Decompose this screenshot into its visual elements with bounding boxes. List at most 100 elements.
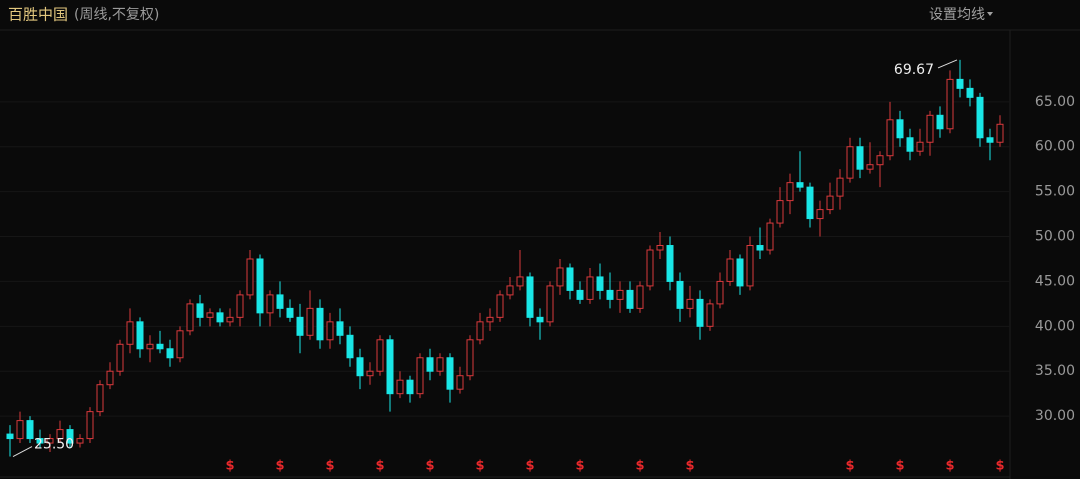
candle-body (386, 339, 394, 395)
candle-body (916, 141, 924, 152)
candle-body (546, 285, 554, 323)
candle-body (526, 276, 534, 318)
candle-body (696, 298, 704, 327)
candle-body (296, 316, 304, 336)
candle-body (346, 334, 354, 359)
ma-settings-button[interactable]: 设置均线 (929, 7, 985, 23)
candle-body (306, 307, 314, 336)
candle-body (576, 289, 584, 300)
candle-body (656, 245, 664, 251)
candle-body (36, 438, 44, 444)
candle-body (476, 321, 484, 341)
candle-body (506, 285, 514, 296)
y-tick-label: 60.00 (1035, 139, 1075, 155)
candle-body (446, 357, 454, 390)
candle-body (496, 294, 504, 318)
candle-body (876, 155, 884, 166)
title: 百胜中国 (8, 6, 68, 24)
candle-body (226, 316, 234, 323)
candle-body (436, 357, 444, 372)
dividend-marker: $ (575, 459, 584, 474)
candle-body (676, 280, 684, 309)
candle-body (96, 384, 104, 413)
candle-body (606, 289, 614, 300)
candle-body (996, 123, 1004, 143)
candle-body (276, 294, 284, 309)
candle-body (116, 343, 124, 372)
dividend-marker: $ (225, 459, 234, 474)
candle-body (376, 339, 384, 372)
candle-body (186, 303, 194, 332)
y-tick-label: 30.00 (1035, 408, 1075, 424)
candle-body (46, 438, 54, 444)
candle-body (626, 289, 634, 309)
annotation-arrow (937, 59, 958, 69)
candle-body (836, 177, 844, 197)
candle-body (786, 182, 794, 202)
candle-body (86, 411, 94, 440)
candle-body (136, 321, 144, 350)
candle-body (986, 137, 994, 143)
candle-body (966, 87, 974, 98)
candle-body (646, 249, 654, 287)
candle-body (536, 316, 544, 323)
candle-body (236, 294, 244, 318)
candle-body (746, 245, 754, 287)
candle-body (856, 146, 864, 170)
y-tick-label: 40.00 (1035, 318, 1075, 334)
y-tick-label: 45.00 (1035, 273, 1075, 289)
annotation-label: 25.50 (34, 437, 74, 453)
candle-body (956, 78, 964, 89)
dividend-marker: $ (525, 459, 534, 474)
candle-body (936, 114, 944, 130)
candle-body (266, 294, 274, 314)
candle-body (976, 96, 984, 139)
candle-body (316, 307, 324, 341)
dividend-marker: $ (685, 459, 694, 474)
dividend-marker: $ (275, 459, 284, 474)
candle-body (366, 370, 374, 377)
candle-body (516, 276, 524, 287)
candle-body (906, 137, 914, 152)
dividend-marker: $ (995, 459, 1004, 474)
dividend-marker: $ (325, 459, 334, 474)
candle-body (666, 245, 674, 282)
candle-body (6, 433, 14, 440)
y-tick-label: 35.00 (1035, 363, 1075, 379)
candle-body (806, 186, 814, 220)
dividend-marker: $ (895, 459, 904, 474)
candle-body (326, 321, 334, 341)
candle-body (586, 276, 594, 300)
candle-body (416, 357, 424, 395)
candle-body (566, 267, 574, 291)
candle-body (286, 307, 294, 318)
candle-body (756, 245, 764, 251)
candle-body (616, 289, 624, 300)
candle-body (356, 357, 364, 377)
candle-body (106, 370, 114, 386)
candle-body (176, 330, 184, 359)
candle-body (926, 114, 934, 143)
candle-body (146, 343, 154, 350)
candle-body (66, 429, 74, 444)
candle-body (16, 420, 24, 440)
candle-body (76, 438, 84, 444)
candle-body (716, 280, 724, 305)
y-tick-label: 55.00 (1035, 184, 1075, 200)
annotation-arrow (12, 446, 33, 457)
dropdown-arrow[interactable] (987, 12, 993, 16)
y-tick-label: 50.00 (1035, 229, 1075, 245)
candle-body (686, 298, 694, 309)
candle-body (816, 209, 824, 220)
candle-body (56, 429, 64, 440)
candle-body (406, 379, 414, 395)
candle-body (256, 258, 264, 314)
candle-body (486, 316, 494, 323)
candle-body (166, 348, 174, 359)
candle-body (466, 339, 474, 377)
candle-body (886, 119, 894, 157)
subtitle: (周线,不复权) (74, 6, 159, 23)
candle-body (636, 285, 644, 309)
candle-body (26, 420, 34, 440)
